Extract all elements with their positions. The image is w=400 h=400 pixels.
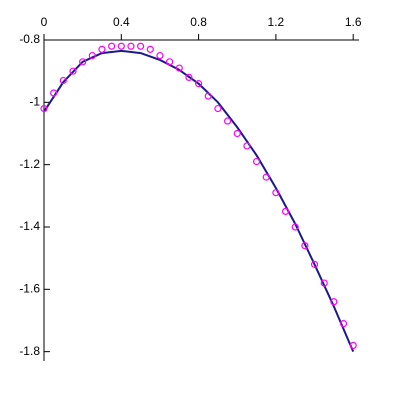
x-tick-label: 0.8 — [190, 15, 207, 29]
data-point — [108, 42, 116, 50]
y-tick-label: -0.8 — [19, 32, 40, 46]
data-point — [40, 104, 48, 113]
data-point — [330, 298, 338, 306]
data-point — [301, 242, 309, 250]
x-tick-label: 0 — [41, 15, 48, 29]
data-point — [281, 207, 290, 216]
data-point — [117, 42, 125, 50]
data-point — [339, 320, 348, 328]
data-point — [214, 104, 222, 113]
data-point — [59, 76, 67, 85]
data-point — [291, 223, 299, 231]
data-point — [272, 189, 280, 197]
data-point — [185, 73, 193, 81]
data-point — [223, 117, 232, 125]
data-point — [262, 173, 270, 181]
data-point — [146, 45, 154, 53]
y-tick-label: -1.8 — [19, 344, 40, 358]
data-point — [252, 157, 261, 166]
data-point — [50, 89, 58, 97]
data-point — [349, 341, 357, 350]
data-point — [204, 92, 212, 100]
data-point — [243, 142, 251, 150]
data-point — [127, 42, 135, 50]
y-tick-label: -1.6 — [19, 281, 40, 295]
x-tick-label: 1.2 — [268, 15, 285, 29]
data-point — [175, 64, 183, 72]
data-point — [195, 80, 203, 88]
data-point — [156, 51, 164, 60]
y-tick-label: -1.2 — [19, 157, 40, 171]
y-tick-label: -1.4 — [19, 219, 40, 233]
data-point — [166, 58, 174, 66]
data-point — [88, 51, 96, 60]
data-point — [233, 129, 241, 138]
data-point — [137, 42, 145, 50]
data-point — [69, 67, 77, 75]
x-tick-label: 0.4 — [113, 15, 130, 29]
data-point — [79, 58, 87, 66]
x-tick-label: 1.6 — [345, 15, 362, 29]
data-point — [98, 45, 106, 53]
data-point — [320, 279, 328, 287]
y-tick-label: -1 — [29, 95, 40, 109]
data-point — [310, 260, 319, 268]
